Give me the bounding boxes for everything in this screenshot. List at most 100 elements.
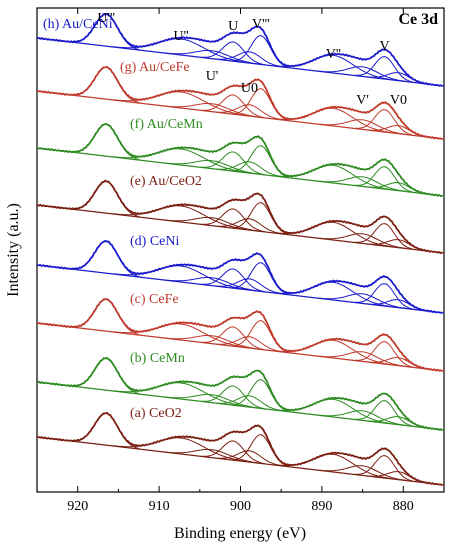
component-up: [163, 276, 261, 292]
peak-label: V': [356, 93, 369, 108]
component-vpp: [274, 107, 391, 133]
peak-label: U''': [97, 11, 115, 26]
peak-label: V: [380, 39, 390, 54]
component-u: [201, 326, 265, 351]
component-u0: [215, 450, 283, 467]
component-upp: [112, 265, 250, 291]
chart-title: Ce 3d: [398, 11, 438, 28]
component-vpp: [274, 221, 391, 247]
component-u0: [215, 104, 283, 121]
envelope-curve: [36, 298, 443, 372]
component-vpp: [274, 453, 391, 479]
y-axis-title: Intensity (a.u.): [5, 203, 22, 297]
envelope-curve: [36, 122, 443, 197]
component-vpp: [274, 164, 391, 190]
component-u: [201, 41, 265, 66]
component-u0: [215, 161, 283, 178]
component-up: [163, 448, 261, 464]
component-u0: [215, 336, 283, 353]
series-label: (e) Au/CeO2: [130, 174, 202, 189]
component-u: [201, 268, 265, 293]
component-vp: [318, 176, 407, 192]
peak-label: U': [206, 69, 219, 84]
component-upp: [112, 437, 250, 463]
component-u: [201, 440, 265, 465]
envelope-curve: [36, 179, 443, 255]
component-vpp: [274, 281, 391, 307]
component-upp: [112, 38, 250, 64]
component-u0: [215, 395, 283, 412]
component-v: [355, 341, 413, 368]
component-vp: [318, 66, 407, 82]
series-label: (h) Au/CeNi: [43, 17, 113, 32]
peak-label: U'': [173, 29, 188, 44]
component-upp: [112, 323, 250, 349]
curves-group: [36, 12, 445, 487]
component-up: [163, 216, 261, 232]
peak-label: U: [228, 19, 238, 34]
x-tick-label-910: 910: [149, 499, 170, 514]
series-label: (f) Au/CeMn: [130, 117, 203, 132]
series-labels: (h) Au/CeNi (g) Au/CeFe (f) Au/CeMn (e) Au/…: [43, 17, 203, 421]
component-u0: [215, 51, 283, 68]
component-u: [201, 151, 265, 176]
component-vpp: [274, 339, 391, 365]
component-upp: [112, 91, 250, 117]
series--b-cemn: [36, 356, 445, 432]
component-vp: [318, 351, 407, 367]
component-v: [355, 166, 413, 193]
series--f-au-cemn: [36, 122, 445, 197]
component-v: [355, 109, 413, 136]
envelope-curve: [36, 356, 443, 432]
component-vp: [318, 410, 407, 426]
x-tick-label-920: 920: [67, 499, 88, 514]
component-v: [355, 400, 413, 427]
series--g-au-cefe: [36, 65, 445, 140]
x-tick-label-880: 880: [393, 499, 414, 514]
envelope-curve: [36, 12, 443, 88]
component-up: [163, 102, 261, 118]
component-up: [163, 334, 261, 350]
envelope-curve: [36, 239, 443, 314]
component-vp: [318, 233, 407, 249]
x-axis-title: Binding energy (eV): [174, 525, 306, 542]
component-v: [355, 283, 413, 310]
peak-labels: U''' U'' U V''' U' U0 V'' V V' V0: [97, 11, 407, 108]
component-u0: [215, 218, 283, 235]
component-v: [355, 56, 413, 83]
component-v: [355, 455, 413, 482]
component-u: [201, 208, 265, 233]
component-vp: [318, 293, 407, 309]
peak-label: V''': [252, 17, 270, 32]
envelope-curve: [37, 411, 443, 487]
component-upp: [112, 148, 250, 174]
peak-label: V0: [390, 93, 407, 108]
series-label: (g) Au/CeFe: [120, 60, 190, 75]
x-axis-ticks: 920 910 900 890 880: [36, 8, 445, 514]
series--h-au-ceni: [36, 12, 445, 88]
series-label: (a) CeO2: [130, 406, 182, 421]
series--e-au-ceo2: [36, 179, 445, 255]
component-vpp: [274, 398, 391, 424]
component-u: [201, 94, 265, 119]
component-up: [163, 393, 261, 409]
component-vp: [318, 465, 407, 481]
series--d-ceni: [36, 239, 445, 314]
component-upp: [112, 205, 250, 231]
peak-label: U0: [241, 81, 258, 96]
component-up: [163, 159, 261, 175]
component-v: [355, 223, 413, 250]
x-tick-label-890: 890: [311, 499, 332, 514]
series-label: (d) CeNi: [130, 234, 179, 249]
series-label: (b) CeMn: [130, 351, 185, 366]
component-upp: [112, 382, 250, 408]
series--c-cefe: [36, 298, 445, 372]
component-u: [201, 385, 265, 410]
component-vp: [318, 119, 407, 135]
component-up: [163, 49, 261, 65]
series-label: (c) CeFe: [130, 292, 179, 307]
peak-label: V'': [326, 47, 341, 62]
x-tick-label-900: 900: [230, 499, 251, 514]
envelope-curve: [36, 65, 443, 140]
